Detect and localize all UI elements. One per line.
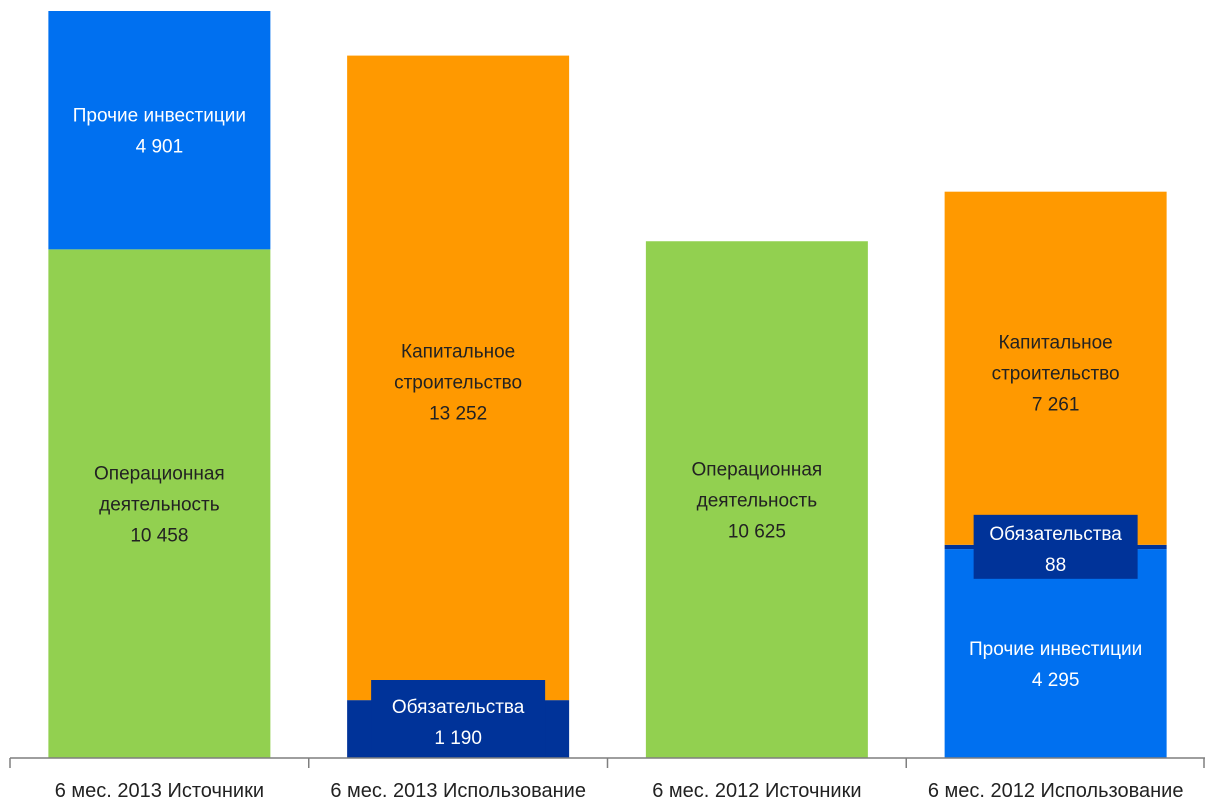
bar-4-other-investments-label-line: 4 295	[1032, 670, 1080, 691]
x-tick-label: 6 мес. 2013 Использование	[330, 780, 586, 802]
bar-4-capex-label-line: Капитальное	[999, 333, 1113, 354]
bar-2-capex-label-line: строительство	[394, 373, 522, 394]
label-boxes-layer	[371, 514, 1138, 758]
bar-2-capex-label-line: 13 252	[429, 404, 487, 425]
bar-4-liabilities-label-box	[973, 514, 1138, 579]
bar-3-operating-label: Операционная деятельность 10 625	[692, 460, 823, 543]
bar-4-capex-label-line: 7 261	[1032, 395, 1080, 416]
bar-4-other-investments-segment	[944, 549, 1167, 758]
bar-1-operating-label-line: Операционная	[94, 464, 225, 485]
bar-1-other-investments-label-line: 4 901	[136, 137, 184, 158]
bar-4-liabilities-label-line: Обязательства	[989, 524, 1122, 545]
bar-3-operating-label-line: деятельность	[697, 491, 818, 512]
bar-4-capex-label-line: строительство	[992, 364, 1120, 385]
bar-4-other-investments-label-line: Прочие инвестиции	[969, 639, 1142, 660]
bar-2-liabilities-label-line: 1 190	[434, 728, 482, 749]
bar-1-operating-label-line: деятельность	[99, 495, 220, 516]
bar-4-liabilities-label: Обязательства 88	[989, 524, 1122, 576]
x-tick-label: 6 мес. 2012 Использование	[928, 780, 1184, 802]
bar-2-capex-label-line: Капитальное	[401, 342, 515, 363]
bar-2-capex-segment	[347, 55, 570, 701]
data-labels-layer: Операционная деятельность 10 458 Прочие инв…	[73, 106, 1142, 749]
bar-4-capex-label: Капитальное строительство 7 261	[992, 333, 1120, 416]
bar-3-operating-label-line: Операционная	[692, 460, 823, 481]
bar-2-liabilities-label: Обязательства 1 190	[392, 697, 525, 749]
bar-2-liabilities-label-box	[371, 680, 546, 758]
bar-1-other-investments-segment	[48, 11, 271, 250]
bar-3-operating-label-line: 10 625	[728, 522, 786, 543]
bar-1-other-investments-label-line: Прочие инвестиции	[73, 106, 246, 127]
bar-3-operating-segment	[645, 241, 868, 758]
bar-1-operating-label-line: 10 458	[130, 526, 188, 547]
bar-1-operating-label: Операционная деятельность 10 458	[94, 464, 225, 547]
x-tick-label: 6 мес. 2013 Источники	[55, 780, 264, 802]
x-tick-label: 6 мес. 2012 Источники	[652, 780, 861, 802]
bar-1-operating-segment	[48, 249, 271, 758]
bar-4-other-investments-label: Прочие инвестиции 4 295	[969, 639, 1142, 691]
bar-4-capex-segment	[944, 191, 1167, 545]
bar-1-other-investments-label: Прочие инвестиции 4 901	[73, 106, 246, 158]
x-axis: 6 мес. 2013 Источники 6 мес. 2013 Использ…	[9, 757, 1205, 802]
bars-layer	[48, 11, 1167, 758]
bar-4-liabilities-label-line: 88	[1045, 555, 1066, 576]
bar-2-liabilities-label-line: Обязательства	[392, 697, 525, 718]
bar-2-capex-label: Капитальное строительство 13 252	[394, 342, 522, 425]
